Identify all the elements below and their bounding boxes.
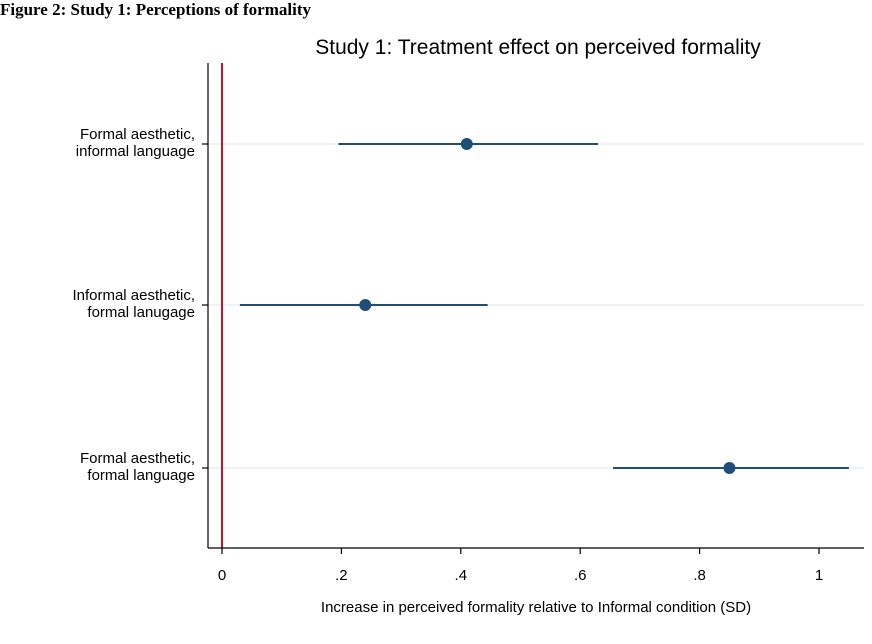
y-tick-label-line: Formal aesthetic, xyxy=(80,126,195,143)
x-tick-label-3: .6 xyxy=(574,567,587,584)
y-tick-label-line: formal lanugage xyxy=(87,304,195,321)
y-tick-label-3: Formal aesthetic, formal language xyxy=(80,450,195,484)
y-tick-label-1: Formal aesthetic, informal language xyxy=(76,126,195,160)
x-tick-label-1: .2 xyxy=(335,567,348,584)
x-axis-label: Increase in perceived formality relative… xyxy=(321,599,751,616)
y-tick-label-line: Informal aesthetic, xyxy=(72,287,195,304)
figure-caption: Figure 2: Study 1: Perceptions of formal… xyxy=(0,0,311,19)
x-tick-label-2: .4 xyxy=(455,567,468,584)
y-tick-label-line: formal language xyxy=(87,467,195,484)
y-tick-label-2: Informal aesthetic, formal lanugage xyxy=(72,287,195,321)
point-estimate-2 xyxy=(359,299,372,311)
point-estimate-3 xyxy=(723,462,736,474)
x-tick-label-4: .8 xyxy=(693,567,706,584)
chart-title: Study 1: Treatment effect on perceived f… xyxy=(315,36,761,59)
x-tick-label-0: 0 xyxy=(218,567,226,584)
y-tick-label-line: Formal aesthetic, xyxy=(80,450,195,467)
point-estimate-1 xyxy=(460,138,473,150)
y-tick-label-line: informal language xyxy=(76,143,195,160)
x-tick-label-5: 1 xyxy=(815,567,823,584)
data-layer xyxy=(239,138,849,474)
